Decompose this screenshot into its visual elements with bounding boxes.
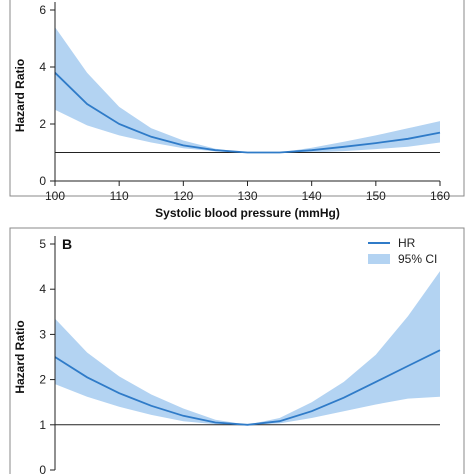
ci-band	[55, 271, 440, 425]
chart-panel-2: 0 1 2 3 4 5 Hazard Ratio B HR 95% CI	[9, 227, 465, 474]
legend-swatch-ci	[368, 254, 390, 264]
legend: HR 95% CI	[368, 236, 437, 266]
x-tick-label: 140	[302, 189, 322, 203]
panel-frame	[9, 0, 465, 197]
x-tick-label: 150	[366, 189, 386, 203]
y-tick-label: 4	[39, 60, 46, 74]
ci-band	[55, 27, 440, 153]
panel-letter: B	[62, 236, 72, 252]
x-axis-title: Systolic blood pressure (mmHg)	[155, 206, 340, 220]
legend-label-ci: 95% CI	[398, 252, 437, 266]
x-tick-label: 160	[430, 189, 450, 203]
y-tick-label: 0	[39, 463, 46, 474]
x-tick-label: 120	[173, 189, 193, 203]
y-tick-label: 6	[39, 3, 46, 17]
y-axis-title: Hazard Ratio	[13, 320, 27, 393]
y-tick-label: 0	[39, 174, 46, 188]
y-tick-label: 2	[39, 373, 46, 387]
x-tick-label: 130	[237, 189, 257, 203]
y-tick-label: 4	[39, 282, 46, 296]
x-tick-label: 100	[45, 189, 65, 203]
legend-label-hr: HR	[398, 236, 416, 250]
x-tick-label: 110	[110, 189, 129, 203]
chart-panel-1: 0 2 4 6 100 110 120 130 140 150 160 Hazard Ratio Sys…	[9, 0, 465, 220]
y-tick-label: 3	[39, 327, 46, 341]
y-tick-label: 1	[39, 418, 46, 432]
y-tick-label: 2	[39, 117, 46, 131]
hr-line	[54, 349, 441, 426]
hr-line	[54, 72, 441, 154]
y-tick-label: 5	[39, 237, 46, 251]
y-axis-title: Hazard Ratio	[13, 59, 27, 132]
panel-frame	[9, 227, 465, 474]
